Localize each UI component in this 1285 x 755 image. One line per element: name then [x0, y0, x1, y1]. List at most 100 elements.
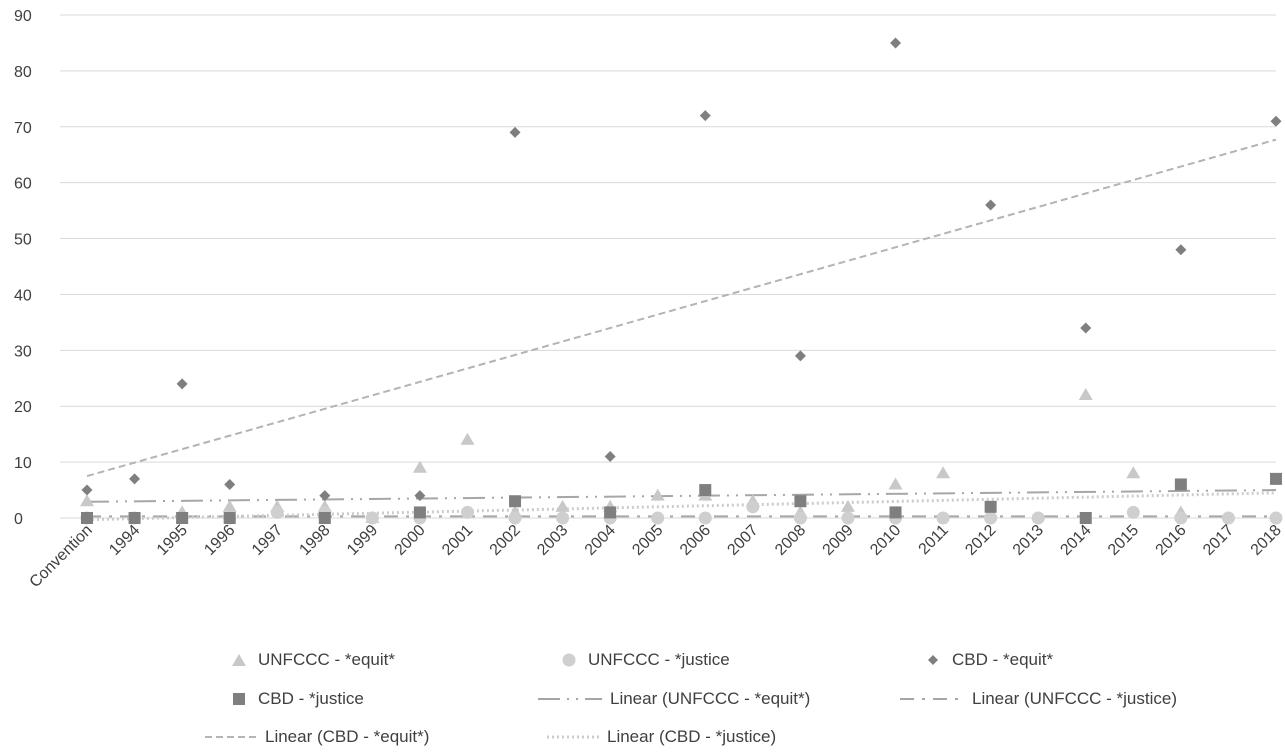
- y-tick-label: 30: [14, 343, 32, 360]
- x-tick-label: 2002: [487, 522, 524, 559]
- y-tick-label: 70: [14, 120, 32, 137]
- data-point-diamond: [81, 484, 93, 496]
- data-point-diamond: [1175, 244, 1187, 256]
- data-point-diamond: [794, 350, 806, 362]
- data-point-square: [318, 512, 331, 524]
- data-point-triangle: [840, 499, 855, 512]
- y-tick-label: 80: [14, 64, 32, 81]
- x-tick-label: 2001: [439, 522, 476, 559]
- data-point-square: [1270, 472, 1282, 485]
- y-tick-label: 0: [14, 511, 23, 528]
- y-tick-label: 50: [14, 232, 32, 249]
- trendline: [86, 489, 1277, 503]
- data-point-diamond: [319, 490, 331, 502]
- data-point-square: [889, 506, 902, 519]
- data-point-circle: [698, 511, 712, 525]
- data-point-square: [1174, 478, 1187, 491]
- x-tick-label: 2003: [534, 522, 571, 559]
- data-point-circle: [365, 511, 379, 525]
- x-tick-label: 1994: [106, 522, 143, 559]
- data-point-square: [604, 506, 617, 519]
- x-tick-label: 2005: [629, 522, 666, 559]
- data-point-triangle: [1078, 388, 1093, 401]
- x-tick-label: 2000: [392, 522, 429, 559]
- data-point-diamond: [129, 473, 141, 485]
- data-point-square: [699, 484, 712, 497]
- y-axis-ticks: 0 10 20 30 40 50 60 70 80 90: [14, 8, 32, 528]
- data-point-circle: [1174, 511, 1188, 525]
- data-point-diamond: [176, 378, 188, 390]
- trendline: [86, 138, 1277, 478]
- data-point-square: [1079, 512, 1092, 524]
- x-tick-label: 2016: [1153, 522, 1190, 559]
- x-tick-label: 2015: [1105, 522, 1142, 559]
- data-point-triangle: [888, 477, 903, 490]
- data-point-diamond: [1080, 322, 1092, 334]
- data-point-diamond: [985, 199, 997, 211]
- data-point-circle: [270, 505, 284, 519]
- data-point-circle: [841, 511, 855, 525]
- x-tick-label: 2004: [582, 522, 619, 559]
- data-point-triangle: [412, 460, 427, 473]
- x-tick-label: 2009: [820, 522, 857, 559]
- data-point-square: [509, 495, 522, 508]
- data-point-diamond: [890, 37, 902, 49]
- data-point-triangle: [222, 499, 237, 512]
- trendlines: [86, 138, 1277, 522]
- data-point-square: [223, 512, 236, 524]
- data-point-diamond: [224, 478, 236, 490]
- data-point-circle: [1221, 511, 1235, 525]
- data-point-circle: [556, 511, 570, 525]
- x-tick-label: 1996: [201, 522, 238, 559]
- x-tick-label: 1999: [344, 522, 381, 559]
- data-point-diamond: [1270, 115, 1282, 127]
- x-tick-label: 1997: [249, 522, 286, 559]
- data-point-square: [984, 500, 997, 513]
- x-tick-label: 2014: [1057, 522, 1094, 559]
- x-tick-label: Convention: [27, 522, 96, 591]
- data-point-circle: [1126, 505, 1140, 519]
- data-point-circle: [793, 511, 807, 525]
- x-tick-label: 2007: [724, 522, 761, 559]
- y-tick-label: 20: [14, 399, 32, 416]
- x-axis-ticks: Convention 1994 1995 1996 1997 1998 1999 2000 20…: [27, 522, 1285, 591]
- data-point-circle: [460, 505, 474, 519]
- x-tick-label: 1998: [296, 522, 333, 559]
- data-point-square: [176, 512, 189, 524]
- y-tick-label: 40: [14, 287, 32, 304]
- data-point-diamond: [699, 110, 711, 122]
- x-tick-label: 2017: [1200, 522, 1237, 559]
- data-point-square: [128, 512, 141, 524]
- data-point-triangle: [936, 466, 951, 479]
- data-point-triangle: [80, 494, 94, 507]
- y-tick-label: 60: [14, 176, 32, 193]
- gridlines: [60, 14, 1276, 519]
- data-point-square: [794, 495, 807, 508]
- y-tick-label: 10: [14, 455, 32, 472]
- x-tick-label: 2011: [916, 522, 952, 558]
- x-tick-label: 2008: [772, 522, 809, 559]
- data-point-circle: [1031, 511, 1045, 525]
- data-point-circle: [651, 511, 665, 525]
- data-point-diamond: [509, 126, 521, 138]
- data-point-circle: [984, 511, 998, 525]
- x-tick-label: 2010: [867, 522, 904, 559]
- data-point-circle: [508, 511, 522, 525]
- data-points: [80, 37, 1283, 525]
- x-tick-label: 2018: [1248, 522, 1285, 559]
- data-point-square: [81, 512, 93, 524]
- data-point-square: [413, 506, 426, 519]
- data-point-triangle: [650, 488, 665, 501]
- data-point-circle: [936, 511, 950, 525]
- data-point-diamond: [604, 451, 616, 463]
- x-tick-label: 2013: [1010, 522, 1047, 559]
- data-point-circle: [1269, 511, 1283, 525]
- data-point-diamond: [414, 490, 426, 502]
- x-tick-label: 2006: [677, 522, 714, 559]
- y-tick-label: 90: [14, 8, 32, 25]
- data-point-triangle: [460, 432, 475, 445]
- x-tick-label: 2012: [962, 522, 999, 559]
- data-point-circle: [746, 500, 760, 514]
- data-point-triangle: [555, 499, 570, 512]
